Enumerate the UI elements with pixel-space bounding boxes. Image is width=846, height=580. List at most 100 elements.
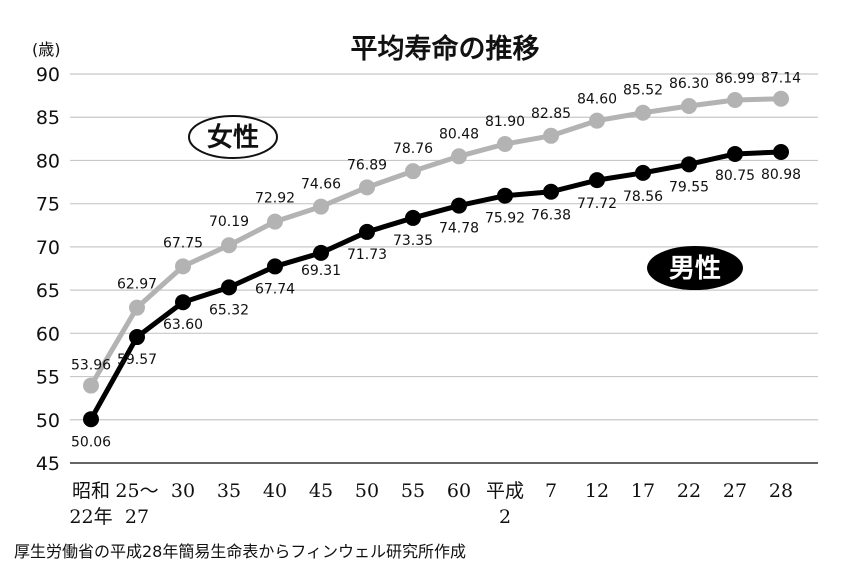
series-line-female — [88, 96, 782, 387]
data-label-female: 78.76 — [393, 141, 433, 157]
data-label-male: 79.55 — [669, 179, 709, 195]
data-label-male: 65.32 — [209, 302, 249, 318]
data-point-male — [175, 294, 191, 311]
data-label-female: 85.52 — [623, 83, 663, 99]
data-label-male: 75.92 — [485, 211, 525, 227]
data-point-male — [267, 258, 283, 275]
data-label-male: 76.38 — [531, 208, 571, 224]
data-label-female: 87.14 — [761, 71, 801, 87]
data-label-female: 74.66 — [301, 177, 341, 193]
data-point-female — [359, 179, 375, 196]
data-point-female — [681, 97, 697, 114]
x-tick-label: 17 — [631, 480, 655, 502]
data-label-male: 74.78 — [439, 221, 479, 237]
data-label-female: 86.99 — [715, 71, 755, 87]
data-point-female — [543, 127, 559, 144]
data-point-male — [359, 223, 375, 240]
data-label-male: 67.74 — [255, 281, 295, 297]
legend-female-label: 女性 — [207, 122, 259, 153]
x-tick-label: 22年 — [69, 506, 112, 528]
data-point-male — [405, 209, 421, 226]
legend-female: 女性 — [188, 115, 278, 159]
data-point-male — [681, 156, 697, 173]
data-label-female: 67.75 — [163, 235, 203, 251]
x-tick-label: 12 — [585, 480, 609, 502]
data-point-male — [83, 411, 99, 428]
x-tick-label: 40 — [263, 480, 287, 502]
data-point-female — [405, 163, 421, 180]
data-label-female: 76.89 — [347, 157, 387, 173]
x-tick-label: 平成 — [486, 480, 524, 502]
x-tick-label: 60 — [447, 480, 471, 502]
y-tick-label: 85 — [36, 107, 60, 129]
data-label-male: 63.60 — [163, 317, 203, 333]
y-tick-label: 45 — [36, 453, 60, 475]
data-point-male — [221, 279, 237, 296]
data-label-female: 62.97 — [117, 277, 157, 293]
data-point-female — [497, 136, 513, 153]
data-label-male: 71.73 — [347, 247, 387, 263]
data-label-female: 72.92 — [255, 191, 295, 207]
data-label-female: 82.85 — [531, 106, 571, 122]
data-point-male — [635, 164, 651, 181]
data-label-male: 80.98 — [761, 167, 801, 183]
x-tick-label: 昭和 — [72, 480, 110, 502]
legend-male: 男性 — [647, 246, 743, 290]
data-point-male — [589, 172, 605, 189]
data-point-female — [221, 237, 237, 254]
data-label-male: 59.57 — [117, 352, 157, 368]
series-line-male — [88, 149, 782, 421]
x-tick-label: 30 — [171, 480, 195, 502]
x-tick-label: 27 — [723, 480, 747, 502]
y-axis-unit-label: (歳) — [32, 40, 61, 59]
x-tick-label: 7 — [545, 480, 557, 502]
data-point-male — [451, 197, 467, 214]
data-point-female — [313, 198, 329, 215]
x-tick-label: 2 — [499, 506, 511, 528]
source-note: 厚生労働省の平成28年簡易生命表からフィンウェル研究所作成 — [14, 542, 467, 561]
data-label-male: 69.31 — [301, 263, 341, 279]
data-point-female — [175, 258, 191, 275]
y-tick-label: 90 — [36, 64, 60, 86]
data-labels: 53.96 62.97 67.75 70.19 72.92 74.66 76.89 78.76… — [71, 71, 801, 451]
y-tick-label: 50 — [36, 410, 60, 432]
data-point-male — [773, 143, 789, 160]
chart-title: 平均寿命の推移 — [351, 33, 540, 65]
y-tick-label: 80 — [36, 150, 60, 172]
y-tick-label: 70 — [36, 237, 60, 259]
data-point-female — [773, 90, 789, 107]
y-tick-label: 65 — [36, 280, 60, 302]
legend-female-badge — [188, 115, 278, 159]
data-point-female — [83, 377, 99, 394]
gridlines — [70, 73, 818, 464]
data-label-male: 73.35 — [393, 233, 433, 249]
data-label-male: 80.75 — [715, 168, 755, 184]
data-point-female — [129, 299, 145, 316]
data-label-female: 70.19 — [209, 214, 249, 230]
data-label-female: 80.48 — [439, 126, 479, 142]
legend-male-badge — [647, 246, 743, 290]
x-tick-label: 25〜 — [115, 480, 158, 502]
x-tick-label: 22 — [677, 480, 701, 502]
data-label-male: 77.72 — [577, 196, 617, 212]
x-tick-label: 28 — [769, 480, 793, 502]
data-point-female — [727, 92, 743, 109]
x-tick-label: 55 — [401, 480, 425, 502]
x-tick-label: 50 — [355, 480, 379, 502]
series-layer — [83, 90, 789, 428]
data-label-female: 53.96 — [71, 358, 111, 374]
data-point-male — [497, 187, 513, 204]
y-tick-label: 60 — [36, 323, 60, 345]
data-label-female: 84.60 — [577, 92, 617, 108]
data-label-female: 86.30 — [669, 76, 709, 92]
legend-male-label: 男性 — [669, 254, 721, 284]
data-point-male — [313, 244, 329, 261]
data-label-male: 50.06 — [71, 434, 111, 450]
x-tick-label: 35 — [217, 480, 241, 502]
data-point-male — [129, 329, 145, 346]
x-tick-label: 27 — [125, 506, 149, 528]
data-point-female — [267, 213, 283, 230]
x-tick-label: 45 — [309, 480, 333, 502]
